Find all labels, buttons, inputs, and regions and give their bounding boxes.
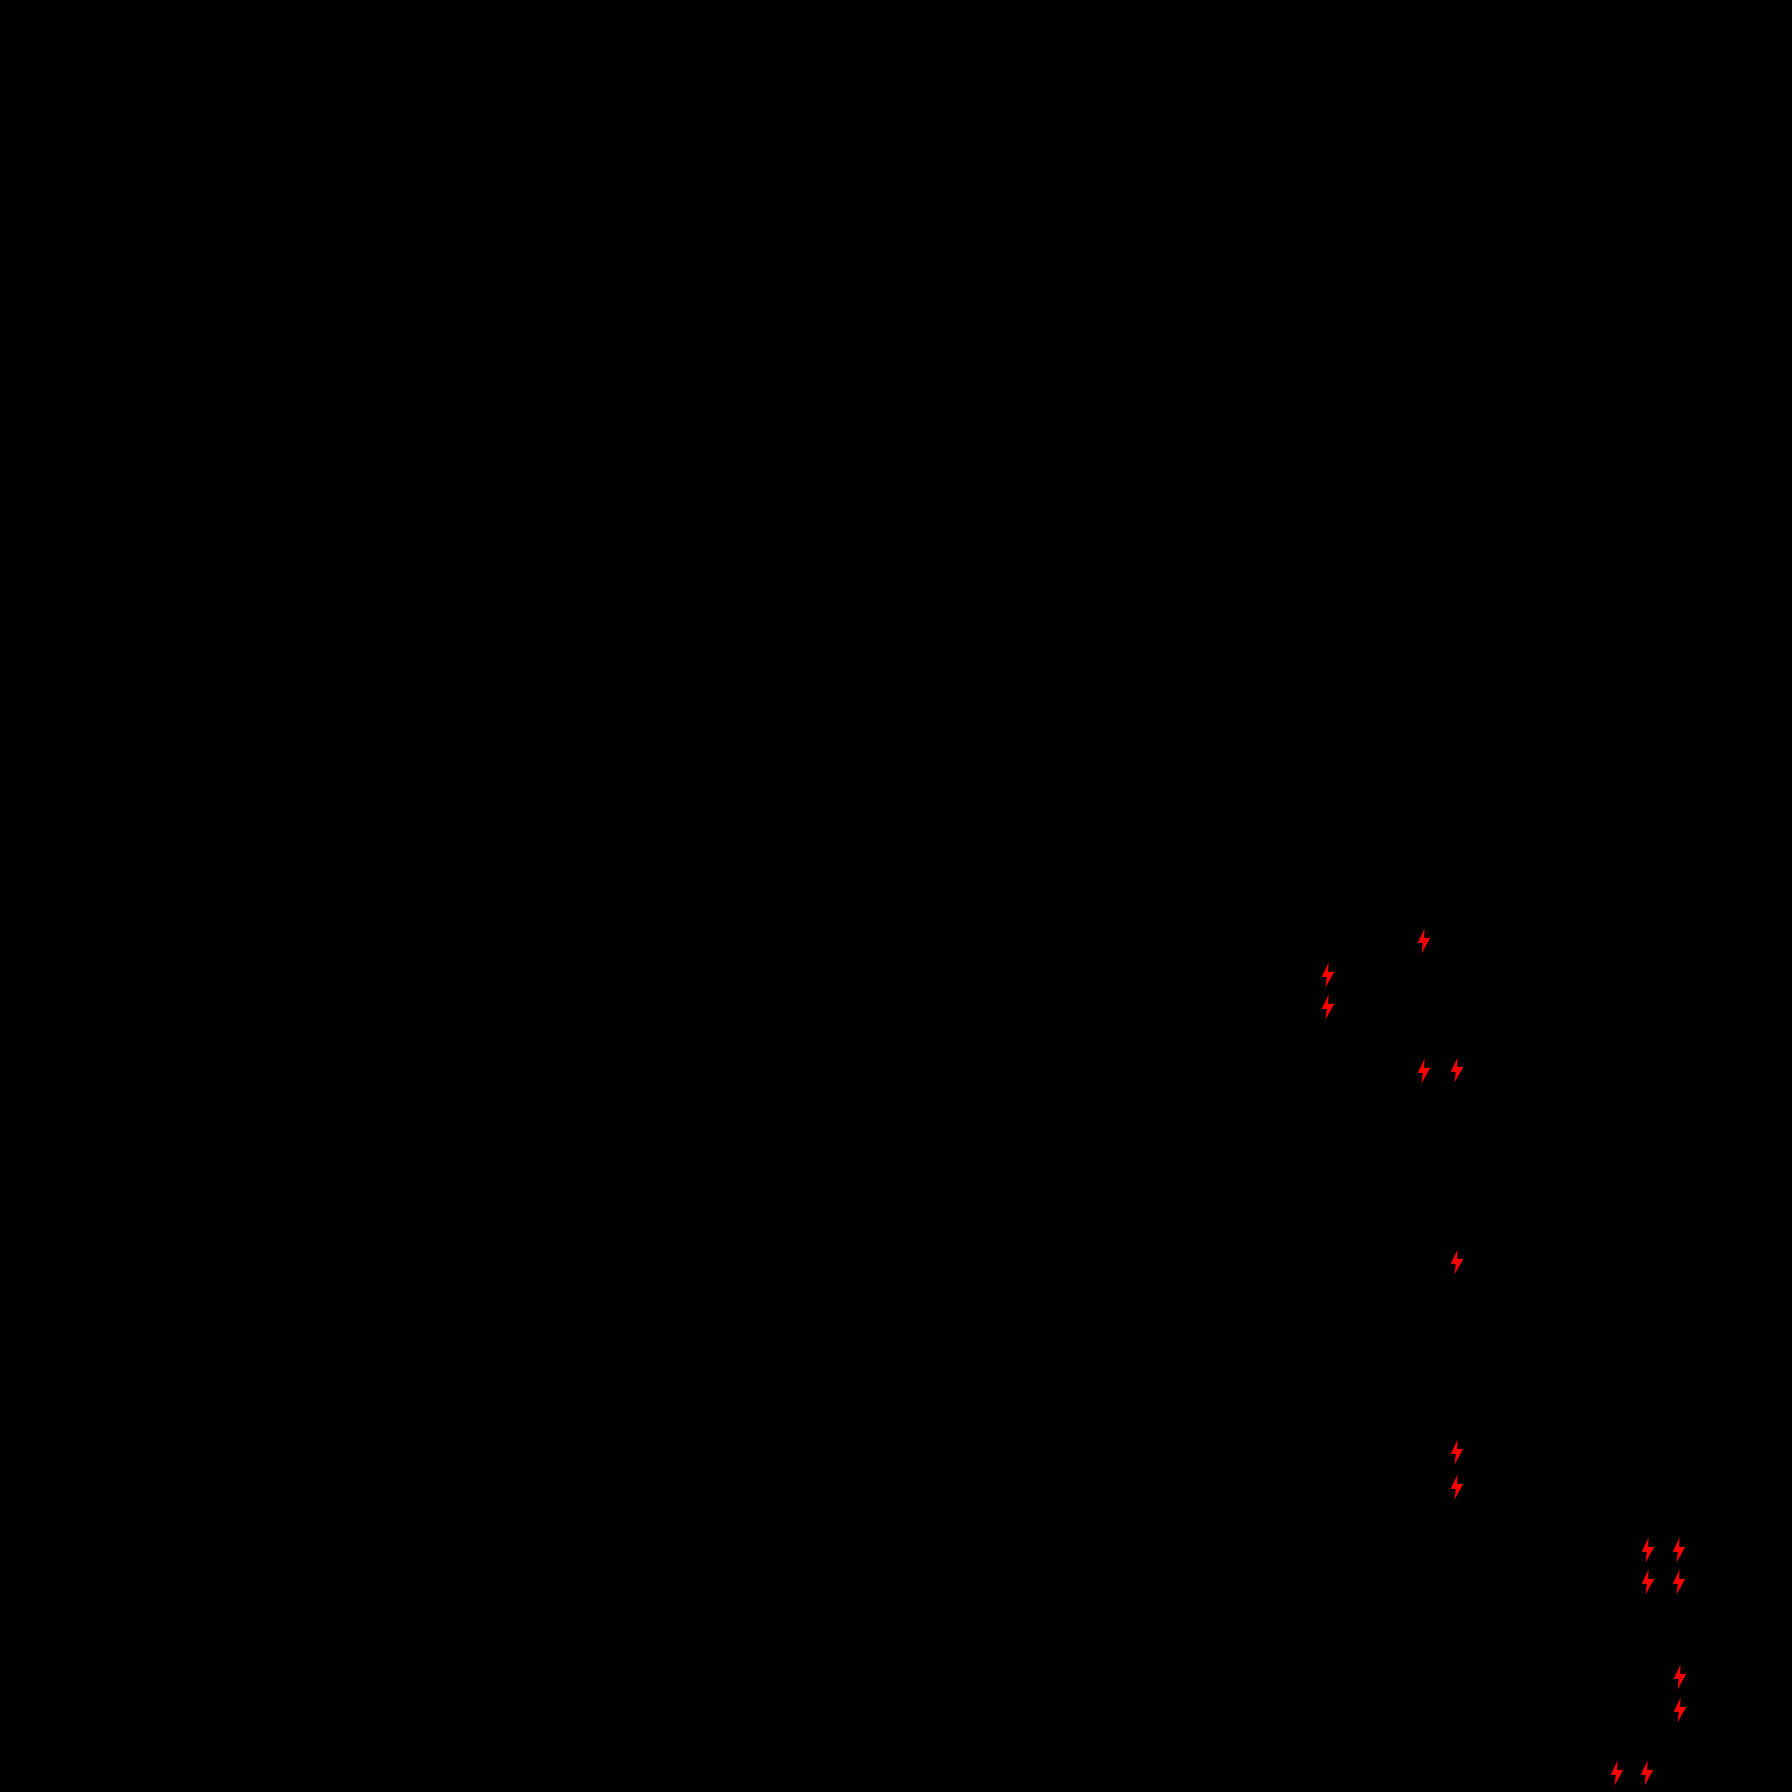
lightning-bolt-icon [1450, 1474, 1465, 1500]
lightning-bolt-icon [1641, 1569, 1656, 1595]
lightning-bolt-icon [1417, 1058, 1432, 1084]
lightning-bolt-icon [1640, 1760, 1655, 1786]
lightning-bolt-icon [1673, 1664, 1688, 1690]
lightning-bolt-icon [1672, 1537, 1687, 1563]
lightning-bolt-icon [1641, 1537, 1656, 1563]
lightning-bolt-icon [1450, 1249, 1465, 1275]
lightning-bolt-icon [1321, 962, 1336, 988]
lightning-bolt-icon [1672, 1569, 1687, 1595]
lightning-bolt-icon [1610, 1760, 1625, 1786]
lightning-bolt-icon [1321, 994, 1336, 1020]
lightning-bolt-icon [1417, 928, 1432, 954]
lightning-bolt-icon [1673, 1697, 1688, 1723]
lightning-bolt-icon [1450, 1057, 1465, 1083]
lightning-bolt-icon [1450, 1439, 1465, 1465]
